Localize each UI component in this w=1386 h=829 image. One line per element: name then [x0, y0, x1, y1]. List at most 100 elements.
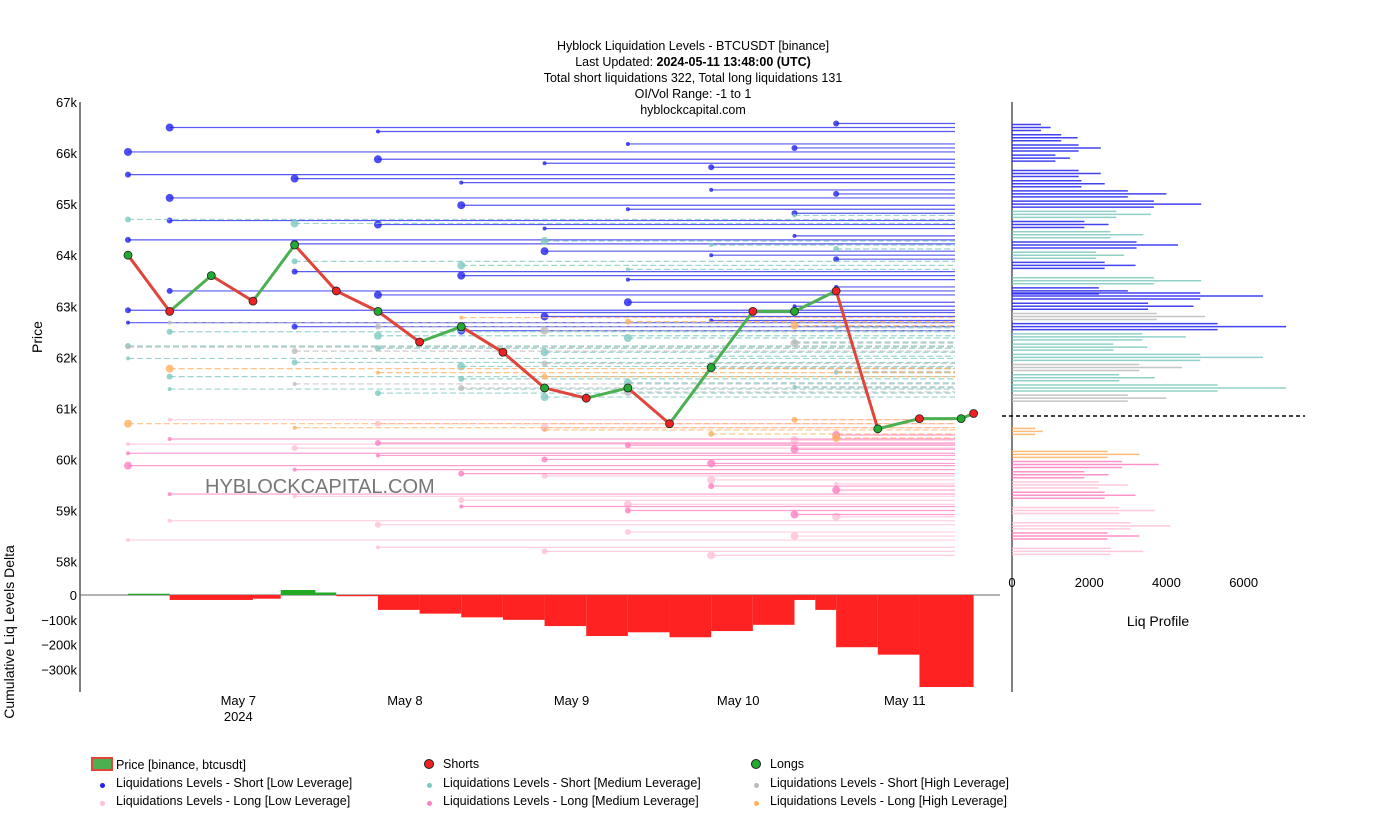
liq-level-origin: [291, 268, 298, 275]
liq-level-origin: [624, 529, 631, 536]
price-candle-segment: [251, 244, 296, 303]
delta-bar: [836, 594, 878, 648]
price-candle-segment: [544, 386, 587, 400]
liq-level-origin: [125, 216, 131, 223]
liq-level-origin: [126, 320, 130, 325]
price-y-tick: 63k: [56, 299, 77, 314]
liq-level-origin: [167, 492, 172, 497]
liq-level-origin: [541, 373, 548, 380]
legend-item[interactable]: Liquidations Levels - Long [Low Leverage…: [88, 794, 350, 809]
liq-level-origin: [833, 256, 840, 263]
delta-bar: [877, 594, 920, 655]
short-marker: [915, 414, 924, 423]
long-marker: [956, 414, 966, 423]
price-y-tick: 60k: [56, 452, 77, 467]
liq-level-origin: [709, 253, 714, 258]
liq-level-origin: [292, 425, 297, 430]
delta-bar: [794, 594, 816, 600]
liq-level-origin: [792, 233, 797, 238]
liq-level-origin: [167, 518, 172, 523]
short-marker: [665, 419, 674, 429]
liq-level-origin: [459, 315, 464, 320]
delta-y-tick: −100k: [41, 613, 77, 628]
liq-level-origin: [625, 277, 630, 282]
liq-level-origin: [375, 129, 380, 134]
legend-symbol: [88, 795, 116, 809]
liq-level-origin: [834, 481, 839, 486]
liq-level-origin: [457, 201, 466, 210]
liq-level-origin: [709, 242, 714, 247]
legend-item[interactable]: Liquidations Levels - Short [Medium Leve…: [415, 776, 701, 791]
legend-item[interactable]: Liquidations Levels - Long [Medium Lever…: [415, 794, 699, 809]
liq-level-origin: [625, 207, 630, 212]
liq-level-origin: [833, 245, 840, 252]
short-marker: [415, 337, 424, 347]
legend-item[interactable]: Liquidations Levels - Short [High Levera…: [742, 776, 1009, 791]
legend-item[interactable]: Liquidations Levels - Short [Low Leverag…: [88, 776, 352, 791]
liq-level-origin: [458, 497, 465, 504]
liq-level-origin: [374, 521, 381, 528]
liq-level-origin: [459, 180, 464, 185]
liq-level-origin: [126, 538, 130, 543]
price-y-tick: 64k: [56, 248, 77, 263]
liq-level-origin: [374, 440, 381, 447]
price-candle-segment: [668, 366, 713, 425]
liq-level-origin: [375, 545, 380, 550]
price-candle-segment: [126, 254, 171, 313]
liq-level-origin: [542, 427, 547, 432]
delta-bar: [711, 594, 753, 632]
liq-level-origin: [373, 155, 382, 164]
delta-bar: [502, 594, 545, 620]
profile-x-tick: 6000: [1229, 575, 1258, 590]
delta-bar: [419, 594, 462, 614]
x-tick-label: May 11: [884, 693, 926, 708]
liq-level-origin: [791, 144, 798, 151]
liq-level-origin: [707, 459, 716, 468]
delta-bar: [461, 594, 503, 618]
legend-label: Liquidations Levels - Long [Medium Lever…: [443, 794, 699, 808]
short-marker: [831, 286, 841, 296]
price-candle-segment: [709, 310, 755, 369]
delta-bar: [336, 594, 378, 597]
liq-level-origin: [708, 430, 715, 437]
legend-item[interactable]: Longs: [742, 757, 804, 772]
liq-level-origin: [458, 384, 465, 391]
liq-level-origin: [790, 532, 799, 541]
price-candle-segment: [419, 325, 462, 344]
price-candle-segment: [460, 325, 504, 354]
liq-level-origin: [625, 141, 630, 146]
liq-level-origin: [540, 393, 549, 402]
liq-level-origin: [709, 354, 714, 359]
legend-item[interactable]: Shorts: [415, 757, 479, 772]
liq-level-origin: [374, 420, 381, 427]
short-marker: [498, 347, 508, 357]
liq-level-origin: [459, 504, 464, 509]
liq-level-origin: [292, 494, 297, 499]
liq-level-origin: [373, 290, 382, 299]
liq-level-origin: [709, 187, 714, 192]
long-marker: [706, 363, 716, 372]
profile-x-tick: 2000: [1075, 575, 1104, 590]
liq-level-origin: [374, 323, 381, 330]
liq-level-origin: [832, 433, 841, 442]
liq-level-origin: [540, 236, 549, 245]
liq-level-origin: [832, 486, 841, 495]
chart-title: Hyblock Liquidation Levels - BTCUSDT [bi…: [556, 39, 830, 53]
liq-level-origin: [166, 373, 173, 380]
delta-axis-title: Cumulative Liq Levels Delta: [1, 545, 17, 719]
liq-level-origin: [167, 417, 172, 422]
price-y-tick: 62k: [56, 350, 77, 365]
legend-item[interactable]: Liquidations Levels - Long [High Leverag…: [742, 794, 1007, 809]
delta-bar: [669, 594, 712, 638]
oi-vol-range: OI/Vol Range: -1 to 1: [634, 87, 752, 101]
liq-level-origin: [458, 375, 465, 382]
liq-level-origin: [290, 174, 299, 183]
liq-level-origin: [540, 348, 549, 357]
price-candle-segment: [377, 310, 421, 344]
main-axes: 58k 59k 60k 61k 62k 63k 64k 65k 66k 67k Price May 7…: [29, 95, 926, 724]
legend-item[interactable]: Price [binance, btcusdt]: [88, 757, 246, 774]
liq-level-origin: [457, 261, 466, 270]
liq-level-origin: [457, 271, 466, 280]
liq-level-origin: [166, 217, 173, 224]
